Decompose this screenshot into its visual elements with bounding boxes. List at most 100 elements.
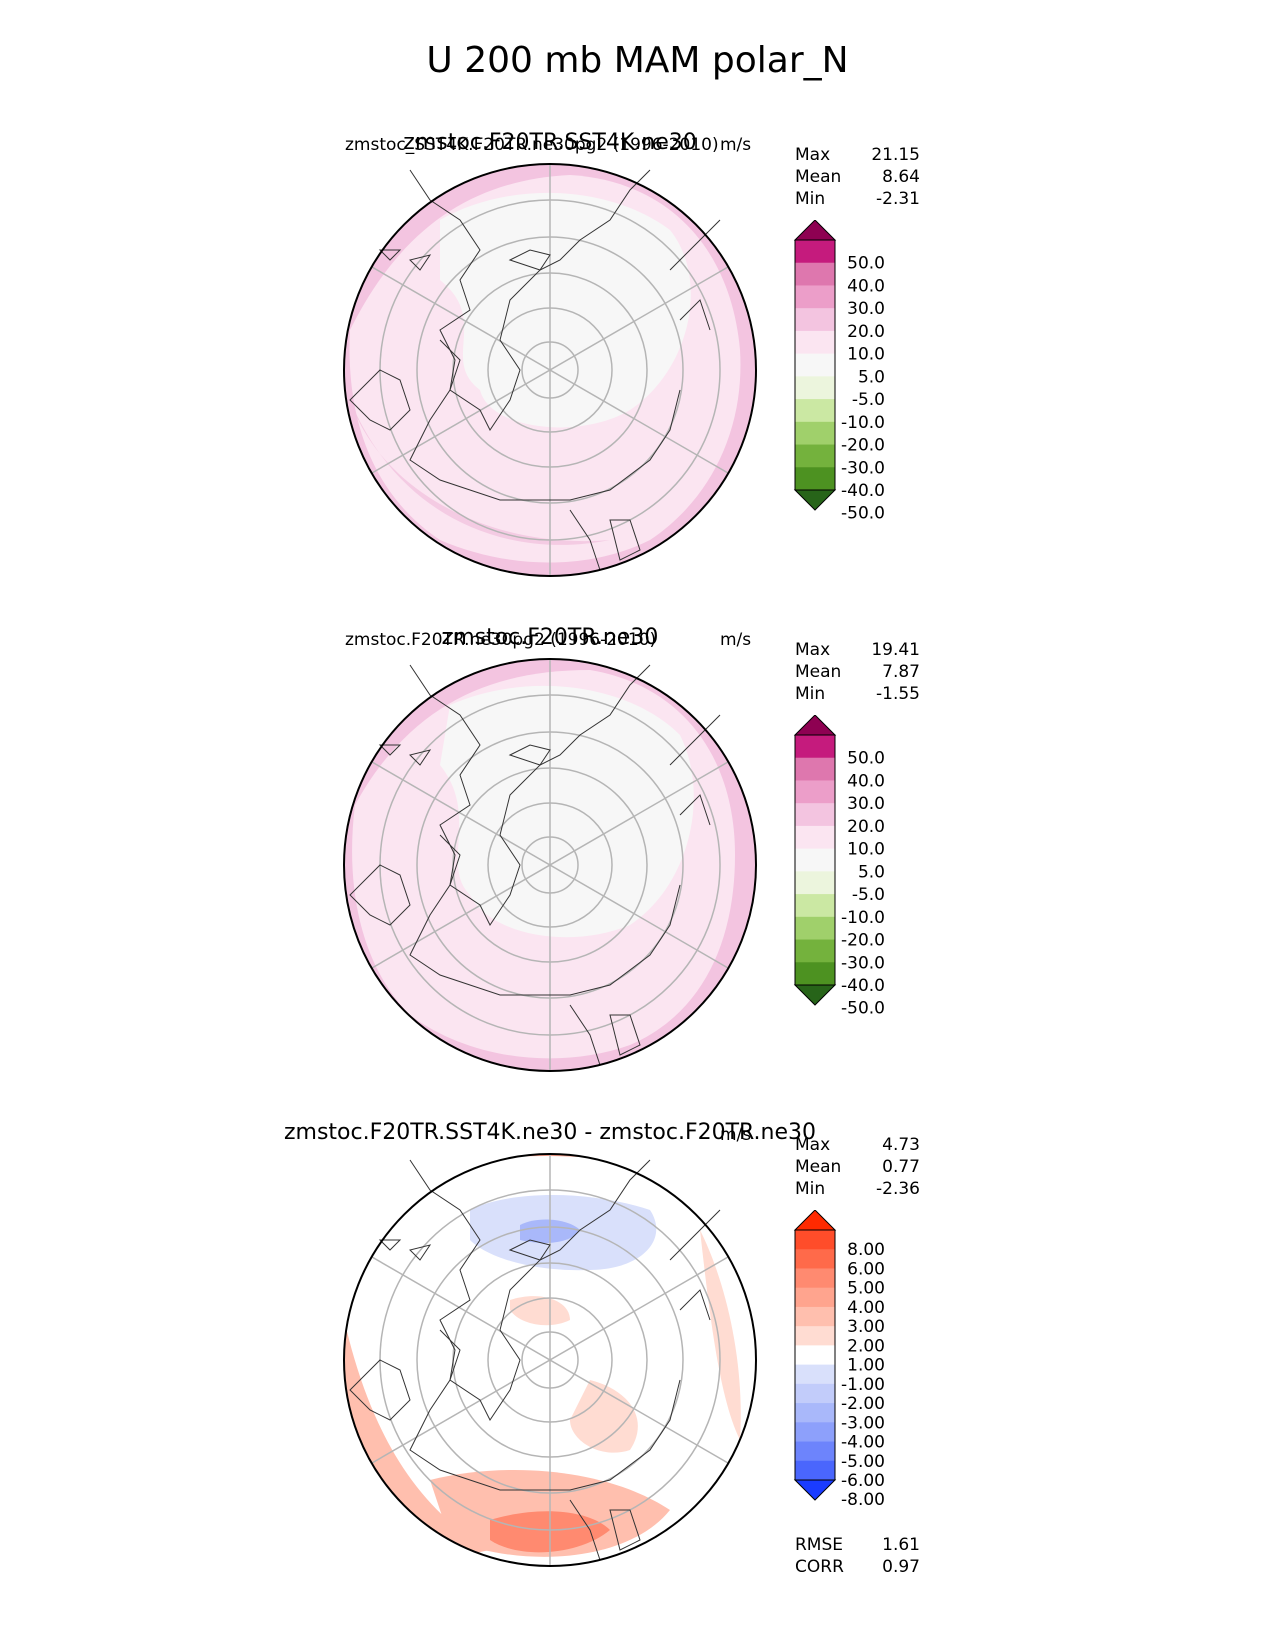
panel-2-colorbar-bin [795,757,835,781]
panel-2-colorbar-bin [795,894,835,918]
panel-2-colorbar-bottom-extend [793,984,837,1006]
panel-2-colorbar-tick-label: -5.0 [852,885,885,905]
panel-2-max-label: Max [795,640,831,660]
panel-2-colorbar-bin [795,871,835,895]
panel-2-colorbar-bin [795,825,835,850]
panel-2-field-core [440,685,694,938]
panel-1-polar-map [343,163,757,577]
panel-3-polar-map [343,1153,757,1567]
panel-3-rmse-label: RMSE [795,1535,844,1555]
panel-1-max-value: 21.15 [871,145,920,165]
panel-3-colorbar-tick-label: 1.00 [847,1356,885,1376]
panel-3-colorbar-bin [795,1345,835,1366]
panel-3-rmse-value: 1.61 [882,1535,920,1555]
panel-1-colorbar-tick-label: 10.0 [847,345,885,365]
panel-1-colorbar-bin [795,240,835,264]
panel-2-colorbar-tick-label: 50.0 [847,749,885,769]
panel-3-colorbar-tick-label: 6.00 [847,1259,885,1279]
panel-2-colorbar-tick-label: -10.0 [841,908,885,928]
panel-3-colorbar-tick-label: -3.00 [841,1413,885,1433]
panel-2-colorbar: 50.040.0 30.0 20.0 10.05.0 -5.0 -10.0 -20.0-30… [793,715,885,1015]
panel-1-colorbar-bin [795,421,835,446]
panel-2-colorbar-tick-label: 10.0 [847,840,885,860]
panel-3-colorbar-bottom-extend [793,1479,837,1501]
panel-1-mean-value: 8.64 [882,167,920,187]
panel-3-max-label: Max [795,1135,831,1155]
panel-3-colorbar-bin [795,1364,835,1385]
panel-1-colorbar-tick-label: -5.0 [852,390,885,410]
panel-3-colorbar-bin [795,1306,835,1327]
panel-3-colorbar-tick-label: -8.00 [841,1490,885,1510]
panel-3-colorbar-bin [795,1422,835,1443]
panel-1-colorbar-tick-label: -20.0 [841,436,885,456]
panel-3-colorbar-bin [795,1230,835,1250]
panel-3-colorbar-tick-label: -6.00 [841,1471,885,1491]
panel-2-map-frame [343,658,757,1072]
panel-1-min-label: Min [795,189,826,209]
panel-3-title: zmstoc.F20TR.SST4K.ne30 - zmstoc.F20TR.n… [283,1120,817,1145]
panel-3-mean-value: 0.77 [882,1157,920,1177]
panel-1-colorbar-tick-label: -50.0 [841,504,885,520]
panel-2-colorbar-tick-label: 20.0 [847,817,885,837]
panel-3-colorbar-bin [795,1441,835,1462]
panel-3-colorbar-tick-label: 4.00 [847,1298,885,1318]
panel-1-colorbar-outline [794,239,836,491]
panel-1-colorbar-tick-label: 5.0 [858,367,885,387]
panel-1-colorbar-bin [795,308,835,332]
panel-1-units: m/s [720,135,752,155]
panel-1-colorbar-bin [795,467,835,491]
panel-3-colorbar-tick-label: 2.00 [847,1336,885,1356]
panel-1-colorbar-tick-label: 30.0 [847,299,885,319]
panel-2-colorbar-bin [795,848,835,872]
panel-1-colorbar: 50.040.0 30.0 20.0 10.05.0 -5.0 -10.0 -20.0-30… [793,220,885,520]
panel-2-colorbar-bin [795,962,835,986]
panel-3-colorbar-outline [794,1229,836,1481]
panel-2-colorbar-tick-label: -20.0 [841,931,885,951]
panel-3-colorbar-bin [795,1383,835,1404]
panel-3-colorbar-bin [795,1460,835,1481]
panel-2-colorbar-tick-label: -40.0 [841,976,885,996]
panel-3-colorbar-bin [795,1403,835,1423]
panel-1-colorbar-bin [795,399,835,423]
panel-1-colorbar-bottom-extend [793,489,837,511]
panel-3-colorbar-tick-label: 3.00 [847,1317,885,1337]
panel-1-map-frame [343,163,757,577]
panel-3-map-frame [343,1153,757,1567]
panel-1-title: zmstoc.F20TR.SST4K.ne30 [403,130,697,155]
panel-2-colorbar-tick-label: -50.0 [841,999,885,1015]
panel-1-colorbar-tick-label: -30.0 [841,458,885,478]
panel-2-colorbar-bin [795,939,835,963]
panel-2-colorbar-outline [794,734,836,986]
panel-2-colorbar-bin [795,735,835,759]
panel-2-units: m/s [720,630,752,650]
figure-title: U 200 mb MAM polar_N [426,40,849,81]
panel-3-colorbar-bin [795,1287,835,1308]
panel-1-colorbar-bin [795,330,835,355]
panel-3-colorbar-tick-label: -5.00 [841,1452,885,1472]
panel-3-colorbar-top-extend [793,1210,837,1231]
panel-3-colorbar-bin [795,1249,835,1269]
panel-2-mean-value: 7.87 [882,662,920,682]
panel-2-colorbar-tick-label: 5.0 [858,862,885,882]
panel-1-colorbar-bin [795,285,835,309]
panel-1-colorbar-bin [795,262,835,286]
panel-3-field-center-positive [570,1380,638,1453]
panel-2-title: zmstoc.F20TR.ne30 [441,625,659,650]
panel-3-colorbar-tick-label: 8.00 [847,1240,885,1260]
panel-3-field-east-positive [700,1230,741,1440]
panel-1-colorbar-tick-label: 20.0 [847,322,885,342]
panel-2-colorbar-bin [795,780,835,804]
panel-1-colorbar-tick-label: -40.0 [841,481,885,501]
panel-3-mean-label: Mean [795,1157,842,1177]
panel-3-colorbar-tick-label: -4.00 [841,1433,885,1453]
panel-2-min-label: Min [795,684,826,704]
panel-3-colorbar-tick-label: 5.00 [847,1279,885,1299]
panel-3-colorbar-bin [795,1268,835,1289]
panel-3-corr-label: CORR [795,1557,844,1577]
panel-1-min-value: -2.31 [876,189,920,209]
panel-3-corr-value: 0.97 [882,1557,920,1577]
panel-3-colorbar-tick-label: -1.00 [841,1375,885,1395]
panel-1-colorbar-bin [795,353,835,377]
panel-3-units: m/s [720,1125,752,1145]
panel-1-colorbar-bin [795,376,835,400]
